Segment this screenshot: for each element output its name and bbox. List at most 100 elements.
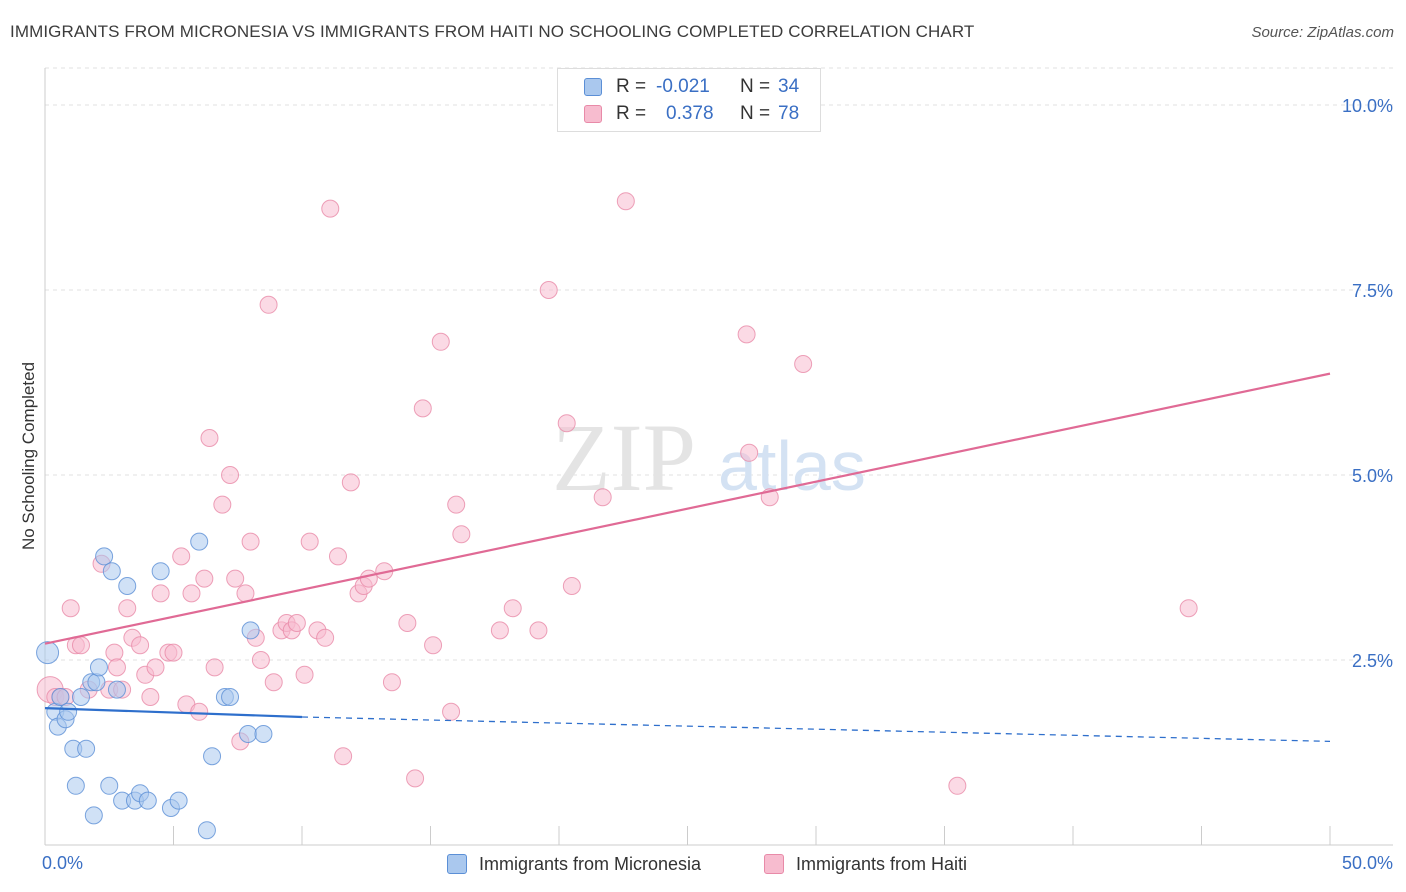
chart-title: IMMIGRANTS FROM MICRONESIA VS IMMIGRANTS… — [10, 22, 975, 41]
haiti-point — [616, 192, 635, 211]
bottom-legend-swatch-micronesia — [447, 854, 467, 874]
legend-n-label: N = — [740, 76, 771, 97]
bottom-legend-label-micronesia: Immigrants from Micronesia — [479, 853, 702, 874]
haiti-point — [406, 769, 425, 788]
legend-r-value: 0.378 — [666, 103, 714, 124]
micronesia-point — [84, 806, 103, 825]
stats-legend: R = -0.021 N = 34 R = 0.378 N = 78 — [557, 68, 821, 132]
haiti-point — [321, 199, 340, 218]
haiti-point — [213, 495, 232, 514]
micronesia-point — [59, 702, 78, 721]
haiti-point — [539, 281, 558, 299]
micronesia-point — [95, 547, 114, 566]
micronesia-point — [138, 791, 157, 810]
haiti-point — [328, 547, 347, 566]
watermark: ZIP atlas — [552, 404, 866, 511]
haiti-point — [131, 636, 150, 655]
haiti-point — [182, 584, 201, 603]
haiti-point — [107, 658, 126, 677]
legend-n-value: 34 — [778, 76, 800, 97]
haiti-point — [264, 673, 283, 692]
haiti-point — [141, 688, 160, 706]
micronesia-point — [221, 688, 240, 706]
haiti-point — [529, 621, 548, 640]
trend-lines — [44, 372, 1331, 743]
source-note: Source: ZipAtlas.com — [1251, 24, 1394, 41]
haiti-point — [382, 673, 401, 692]
micronesia-point — [190, 532, 209, 551]
haiti-point — [71, 636, 90, 655]
legend-row-haiti: R = 0.378 N = 78 — [584, 102, 799, 126]
micronesia-point — [66, 776, 85, 795]
y-tick-labels: 2.5% 5.0% 7.5% 10.0% — [1342, 96, 1393, 671]
haiti-point — [490, 621, 509, 640]
micronesia-point — [197, 821, 216, 840]
haiti-point — [226, 569, 245, 588]
haiti-point — [359, 569, 378, 588]
haiti-point — [295, 665, 314, 684]
micronesia-point — [254, 725, 273, 743]
micronesia-point — [89, 658, 108, 677]
haiti-point — [557, 414, 576, 433]
haiti-point — [948, 776, 967, 795]
haiti-point — [740, 443, 759, 462]
haiti-point — [164, 643, 183, 662]
bottom-legend-label-haiti: Immigrants from Haiti — [796, 853, 968, 874]
y-tick-label: 10.0% — [1342, 96, 1393, 116]
watermark-atlas: atlas — [718, 427, 866, 505]
legend-r-label: R = — [616, 76, 647, 97]
y-tick-label: 5.0% — [1352, 466, 1393, 486]
micronesia-point — [241, 621, 260, 640]
haiti-point — [398, 614, 417, 632]
legend-r-label: R = — [616, 103, 647, 124]
haiti-trend-line — [44, 372, 1331, 645]
micronesia-point — [107, 680, 126, 699]
haiti-point — [431, 332, 450, 351]
haiti-point — [562, 577, 581, 595]
micronesia-point — [36, 641, 60, 665]
haiti-point — [190, 702, 209, 721]
haiti-point — [61, 599, 80, 618]
haiti-point — [259, 295, 278, 314]
y-axis-label: No Schooling Completed — [19, 362, 38, 550]
haiti-point — [118, 599, 137, 618]
bottom-legend-haiti: Immigrants from Haiti — [764, 851, 967, 877]
legend-n-value: 78 — [778, 103, 800, 124]
micronesia-point — [100, 776, 119, 795]
bottom-legend-swatch-haiti — [764, 854, 784, 874]
haiti-point — [200, 429, 219, 447]
axes — [44, 68, 1393, 846]
haiti-point — [737, 325, 756, 344]
legend-swatch-micronesia — [584, 78, 602, 96]
micronesia-point — [118, 577, 137, 595]
micronesia-point — [151, 562, 170, 581]
haiti-point — [205, 658, 224, 677]
haiti-point — [105, 643, 124, 662]
micronesia-point — [51, 688, 70, 706]
haiti-point — [413, 399, 432, 418]
haiti-point — [221, 466, 240, 484]
haiti-point — [442, 702, 461, 721]
y-tick-label: 2.5% — [1352, 651, 1393, 671]
legend-swatch-haiti — [584, 105, 602, 123]
bottom-legend-micronesia: Immigrants from Micronesia — [447, 851, 701, 877]
haiti-point — [316, 628, 335, 647]
haiti-point — [447, 495, 466, 514]
micronesia-point — [239, 725, 258, 743]
haiti-point — [424, 636, 443, 655]
haiti-point — [593, 488, 612, 507]
x-tick-label-max: 50.0% — [1342, 853, 1393, 873]
gridlines — [45, 67, 1393, 661]
haiti-point — [300, 532, 319, 551]
legend-n-label: N = — [740, 103, 771, 124]
data-points — [36, 192, 1198, 840]
haiti-point — [251, 651, 270, 669]
haiti-point — [341, 473, 360, 492]
haiti-point — [334, 747, 353, 766]
micronesia-trend-line — [44, 707, 303, 719]
x-tick-label-min: 0.0% — [42, 853, 83, 873]
micronesia-point — [71, 688, 90, 706]
micronesia-point — [77, 739, 96, 758]
haiti-point — [172, 547, 191, 566]
